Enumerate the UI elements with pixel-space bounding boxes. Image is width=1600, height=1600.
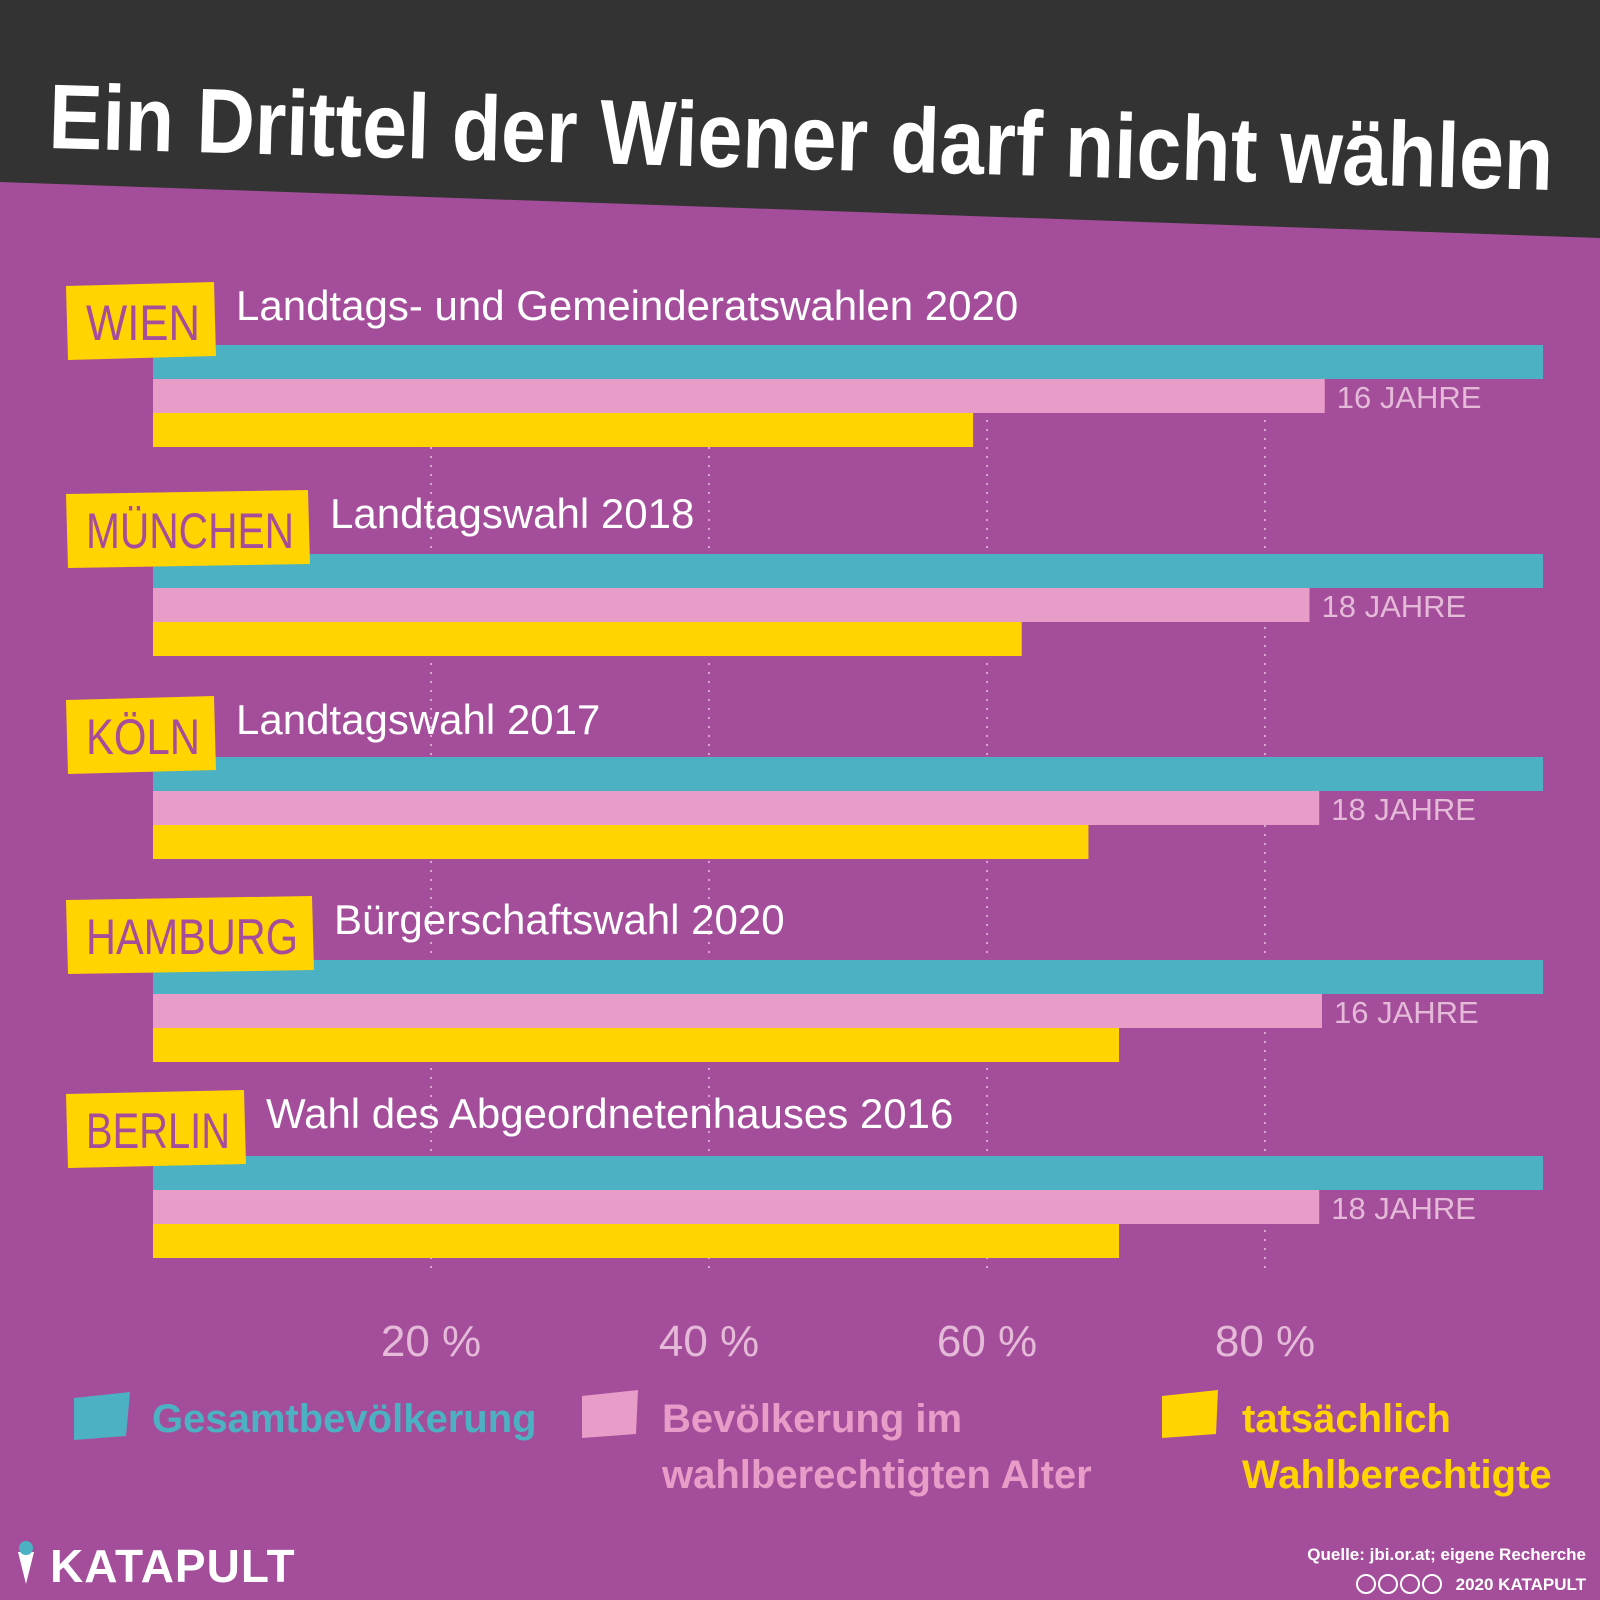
tick-label-80: 80 % [1215, 1317, 1315, 1366]
x-axis-ticks: 20 % 40 % 60 % 80 % [381, 1317, 1315, 1366]
age-label-köln: 18 JAHRE [1331, 792, 1476, 827]
city-label-köln: KÖLN [86, 709, 200, 765]
copyright-text: 2020 KATAPULT [1456, 1575, 1587, 1594]
age-label-wien: 16 JAHRE [1337, 380, 1482, 415]
bar-wien-voting-age [153, 379, 1325, 413]
bar-münchen-voting-age [153, 588, 1310, 622]
legend-swatch-total [74, 1392, 130, 1440]
legend-label-eligible-line2: Wahlberechtigte [1242, 1453, 1552, 1497]
city-label-hamburg: HAMBURG [86, 909, 298, 965]
cc-icon [1356, 1574, 1376, 1594]
bar-köln-eligible [153, 825, 1089, 859]
election-label-wien: Landtags- und Gemeinderatswahlen 2020 [236, 282, 1018, 329]
brand-logo: KATAPULT [18, 1540, 296, 1592]
bar-berlin-eligible [153, 1224, 1120, 1258]
bar-wien-total [153, 345, 1543, 379]
election-label-hamburg: Bürgerschaftswahl 2020 [334, 896, 785, 943]
legend-label-voting-age-line1: Bevölkerung im [662, 1397, 962, 1441]
by-icon [1378, 1574, 1398, 1594]
bar-berlin-voting-age [153, 1190, 1320, 1224]
nd-icon [1422, 1574, 1442, 1594]
city-label-wien: WIEN [86, 295, 200, 351]
legend: Gesamtbevölkerung Bevölkerung im wahlber… [74, 1390, 1552, 1497]
bar-wien-eligible [153, 413, 974, 447]
title-banner [0, 0, 1600, 238]
legend-swatch-eligible [1162, 1390, 1218, 1438]
license-icons [1356, 1574, 1442, 1594]
bar-münchen-eligible [153, 622, 1022, 656]
bar-köln-total [153, 757, 1543, 791]
brand-name: KATAPULT [50, 1540, 296, 1592]
bars [153, 345, 1543, 1258]
age-label-münchen: 18 JAHRE [1321, 589, 1466, 624]
city-label-münchen: MÜNCHEN [86, 503, 294, 559]
legend-label-voting-age-line2: wahlberechtigten Alter [661, 1453, 1092, 1497]
bar-hamburg-voting-age [153, 994, 1322, 1028]
city-label-berlin: BERLIN [86, 1103, 230, 1159]
city-badge-hamburg [66, 896, 314, 974]
bar-hamburg-total [153, 960, 1543, 994]
tick-label-20: 20 % [381, 1317, 481, 1366]
bar-berlin-total [153, 1156, 1543, 1190]
city-badge-münchen [66, 490, 310, 568]
tick-label-60: 60 % [937, 1317, 1037, 1366]
legend-swatch-voting-age [582, 1390, 638, 1438]
legend-label-eligible-line1: tatsächlich [1242, 1397, 1451, 1441]
election-label-münchen: Landtagswahl 2018 [330, 490, 694, 537]
group-labels: 16 JAHRE WIEN Landtags- und Gemeinderatswa… [66, 282, 1482, 1226]
city-badge-köln [66, 696, 216, 774]
source-text: Quelle: jbi.or.at; eigene Recherche [1307, 1545, 1586, 1564]
city-badge-wien [66, 282, 216, 360]
bar-hamburg-eligible [153, 1028, 1120, 1062]
election-label-köln: Landtagswahl 2017 [236, 696, 600, 743]
age-label-hamburg: 16 JAHRE [1334, 995, 1479, 1030]
katapult-icon [18, 1552, 34, 1584]
tick-label-40: 40 % [659, 1317, 759, 1366]
age-label-berlin: 18 JAHRE [1331, 1191, 1476, 1226]
election-label-berlin: Wahl des Abgeordnetenhauses 2016 [266, 1090, 953, 1137]
legend-label-total: Gesamtbevölkerung [152, 1397, 537, 1441]
nc-icon [1400, 1574, 1420, 1594]
city-badge-berlin [66, 1090, 246, 1168]
bar-köln-voting-age [153, 791, 1320, 825]
katapult-icon-dot [19, 1541, 33, 1555]
bar-münchen-total [153, 554, 1543, 588]
